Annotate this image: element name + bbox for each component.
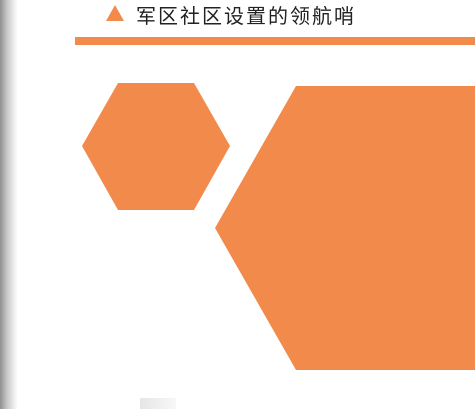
large-hexagon — [215, 86, 475, 370]
page-gutter-shadow — [0, 0, 18, 409]
triangle-icon — [106, 5, 124, 21]
small-hexagon — [82, 83, 230, 210]
section-header: 军区社区设置的领航哨 — [106, 0, 356, 28]
header-divider — [75, 37, 475, 45]
image-fragment — [140, 398, 176, 409]
section-title: 军区社区设置的领航哨 — [136, 3, 356, 28]
